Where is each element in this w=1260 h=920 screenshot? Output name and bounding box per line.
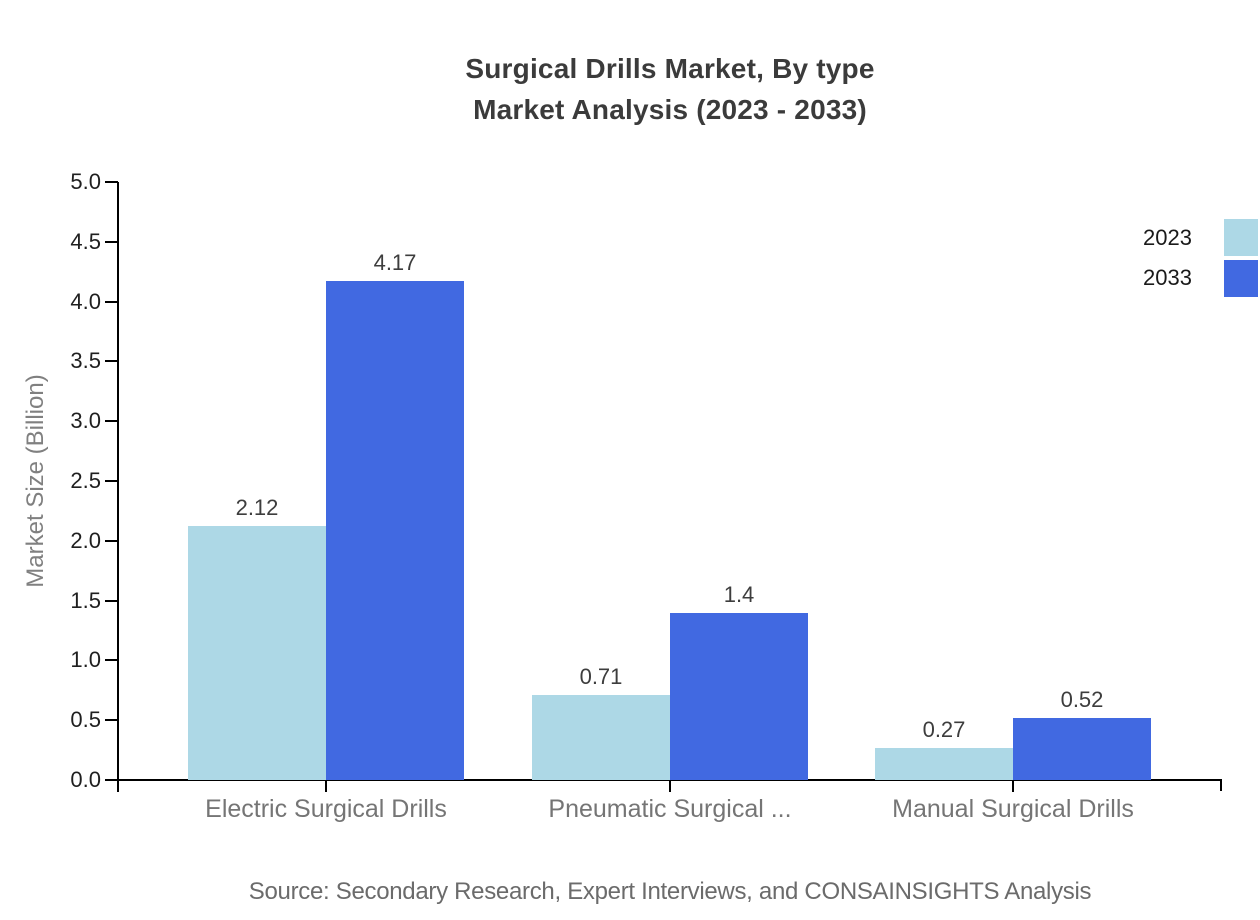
y-tick-mark — [105, 539, 118, 542]
bar-2033 — [670, 613, 808, 780]
chart-title-line1: Surgical Drills Market, By type — [465, 53, 875, 84]
legend-swatch-2033 — [1224, 260, 1258, 297]
y-tick-label: 3.5 — [70, 348, 101, 374]
y-tick-label: 1.5 — [70, 587, 101, 613]
y-tick-label: 4.5 — [70, 228, 101, 254]
x-tick-mark — [669, 780, 671, 792]
y-tick-label: 0.0 — [70, 767, 101, 792]
bar-2023 — [875, 748, 1013, 780]
bar-value-label: 1.4 — [723, 582, 755, 607]
bar-value-label: 2.12 — [235, 495, 279, 520]
y-axis-line — [117, 182, 119, 792]
y-tick-label: 5.0 — [70, 169, 101, 194]
x-category-label: Manual Surgical Drills — [892, 795, 1134, 823]
y-tick-mark — [105, 240, 118, 243]
y-tick-mark — [105, 599, 118, 602]
bar-2023 — [532, 695, 670, 780]
x-category-label: Electric Surgical Drills — [205, 795, 447, 823]
y-tick-label: 2.0 — [70, 527, 101, 553]
bar-value-label: 4.17 — [373, 250, 417, 275]
bar-value-label: 0.71 — [579, 664, 623, 689]
y-tick-mark — [105, 719, 118, 722]
bar-value-label: 0.27 — [922, 717, 966, 742]
y-tick-label: 1.0 — [70, 647, 101, 673]
bar-2033 — [326, 281, 464, 780]
y-tick-mark — [105, 181, 118, 183]
bar-2023 — [188, 526, 326, 780]
x-tick-mark — [325, 780, 327, 792]
bar-value-label: 0.52 — [1060, 687, 1104, 712]
x-tick-mark — [1012, 780, 1014, 792]
x-category-label: Pneumatic Surgical ... — [548, 795, 792, 823]
y-tick-label: 4.0 — [70, 288, 101, 314]
legend-label-2033: 2033 — [1143, 265, 1192, 290]
x-axis-end-tick — [1220, 780, 1222, 791]
chart-title: Surgical Drills Market, By type Market A… — [118, 48, 1222, 130]
y-tick-label: 0.5 — [70, 707, 101, 733]
y-tick-mark — [105, 779, 118, 781]
chart-title-line2: Market Analysis (2023 - 2033) — [473, 94, 867, 125]
y-tick-mark — [105, 659, 118, 662]
legend-swatch-2023 — [1224, 219, 1258, 256]
y-tick-mark — [105, 360, 118, 363]
y-tick-mark — [105, 480, 118, 482]
bar-2033 — [1013, 718, 1151, 780]
y-tick-label: 3.0 — [70, 408, 101, 434]
legend-label-2023: 2023 — [1143, 225, 1192, 250]
x-axis-line — [105, 779, 1222, 781]
y-tick-mark — [105, 300, 118, 303]
y-tick-label: 2.5 — [70, 468, 101, 493]
source-note: Source: Secondary Research, Expert Inter… — [248, 878, 1092, 905]
y-tick-mark — [105, 420, 118, 423]
